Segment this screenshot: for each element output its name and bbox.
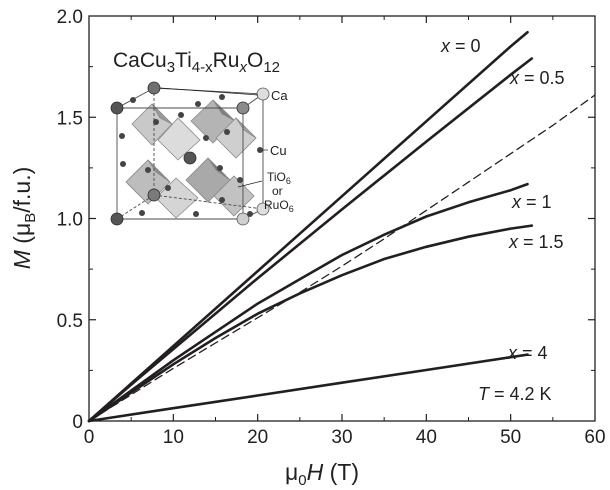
- octahedron: [147, 159, 171, 183]
- callout-line-octahedron: [237, 180, 263, 188]
- cu-atom: [119, 133, 125, 139]
- octahedron: [235, 117, 257, 139]
- x-axis-title: μ0H (T): [285, 459, 359, 489]
- series-line: [87, 182, 529, 423]
- ca-atom: [110, 212, 124, 226]
- inset-label-tio6: TiO6: [267, 170, 291, 186]
- cu-atom: [219, 197, 225, 203]
- ca-atom: [147, 188, 161, 202]
- unit-cell-edge: [116, 87, 155, 109]
- inset-label-ca: Ca: [271, 88, 288, 103]
- cu-atom: [178, 112, 184, 118]
- x-tick-label: 20: [247, 427, 268, 448]
- x-tick-label: 60: [584, 427, 605, 448]
- octahedron: [212, 99, 236, 122]
- cu-atom: [120, 161, 126, 167]
- y-tick-label: 0: [72, 412, 83, 433]
- cu-atom: [224, 129, 230, 135]
- inset-label-cu: Cu: [270, 143, 287, 158]
- series-line-dashed: [88, 94, 596, 422]
- series-line: [87, 353, 529, 423]
- x-tick-label: 50: [500, 427, 521, 448]
- x-tick-label: 40: [416, 427, 437, 448]
- cu-atom: [145, 167, 151, 173]
- octahedron: [157, 117, 201, 161]
- cu-atom: [195, 101, 201, 107]
- ca-atom: [183, 151, 197, 165]
- cu-atom: [130, 97, 136, 103]
- x-tick-label: 30: [331, 427, 352, 448]
- temperature-annotation: T = 4.2 K: [478, 384, 552, 404]
- ca-atom: [110, 101, 124, 115]
- cu-atom: [203, 135, 209, 141]
- cu-atom: [247, 211, 253, 217]
- callout-line-ca: [159, 87, 259, 96]
- x-tick-label: 0: [84, 427, 95, 448]
- octahedron: [213, 175, 255, 217]
- y-tick-label: 1.0: [57, 210, 83, 231]
- unit-cell-edge: [153, 194, 264, 210]
- ca-atom: [256, 87, 270, 101]
- inset-label-or: or: [272, 184, 283, 198]
- ca-atom: [236, 101, 250, 115]
- octahedron: [151, 103, 173, 125]
- y-tick-label: 0.5: [57, 311, 83, 332]
- y-tick-label: 2.0: [57, 7, 83, 28]
- axes-layer: 0 10 20 30 40 50 60 0 0.5 1.0 1.5 2.0: [57, 7, 606, 448]
- x-tick-label: 10: [163, 427, 184, 448]
- ca-atom: [147, 81, 161, 95]
- series-label: x = 0: [440, 36, 481, 56]
- ca-atom: [236, 212, 250, 226]
- series-label: x = 0.5: [509, 68, 565, 88]
- cu-atom: [139, 210, 145, 216]
- cu-atom: [193, 211, 199, 217]
- chemical-formula: CaCu3Ti4-xRuxO12: [113, 49, 280, 76]
- cu-atom: [165, 185, 171, 191]
- ca-atom: [256, 202, 270, 216]
- cu-atom: [217, 165, 223, 171]
- series-label: x = 1: [511, 192, 552, 212]
- y-axis-title: M (μB/f.u.): [9, 167, 39, 270]
- cu-atom: [219, 94, 225, 100]
- series-line: [87, 224, 534, 423]
- cu-atom: [237, 177, 243, 183]
- series-layer: x = 0 x = 0.5 x = 1 x = 1.5 x = 4: [87, 30, 596, 423]
- series-label: x = 4: [507, 343, 548, 363]
- crystal-structure-inset: Ca Cu TiO6 or RuO6: [110, 81, 294, 226]
- inset-label-ruo6: RuO6: [264, 198, 294, 214]
- series-label: x = 1.5: [508, 232, 564, 252]
- series-line: [87, 57, 534, 423]
- unit-cell-edge: [116, 194, 155, 220]
- cu-atom: [257, 147, 263, 153]
- cu-atom: [153, 119, 159, 125]
- y-tick-label: 1.5: [57, 108, 83, 129]
